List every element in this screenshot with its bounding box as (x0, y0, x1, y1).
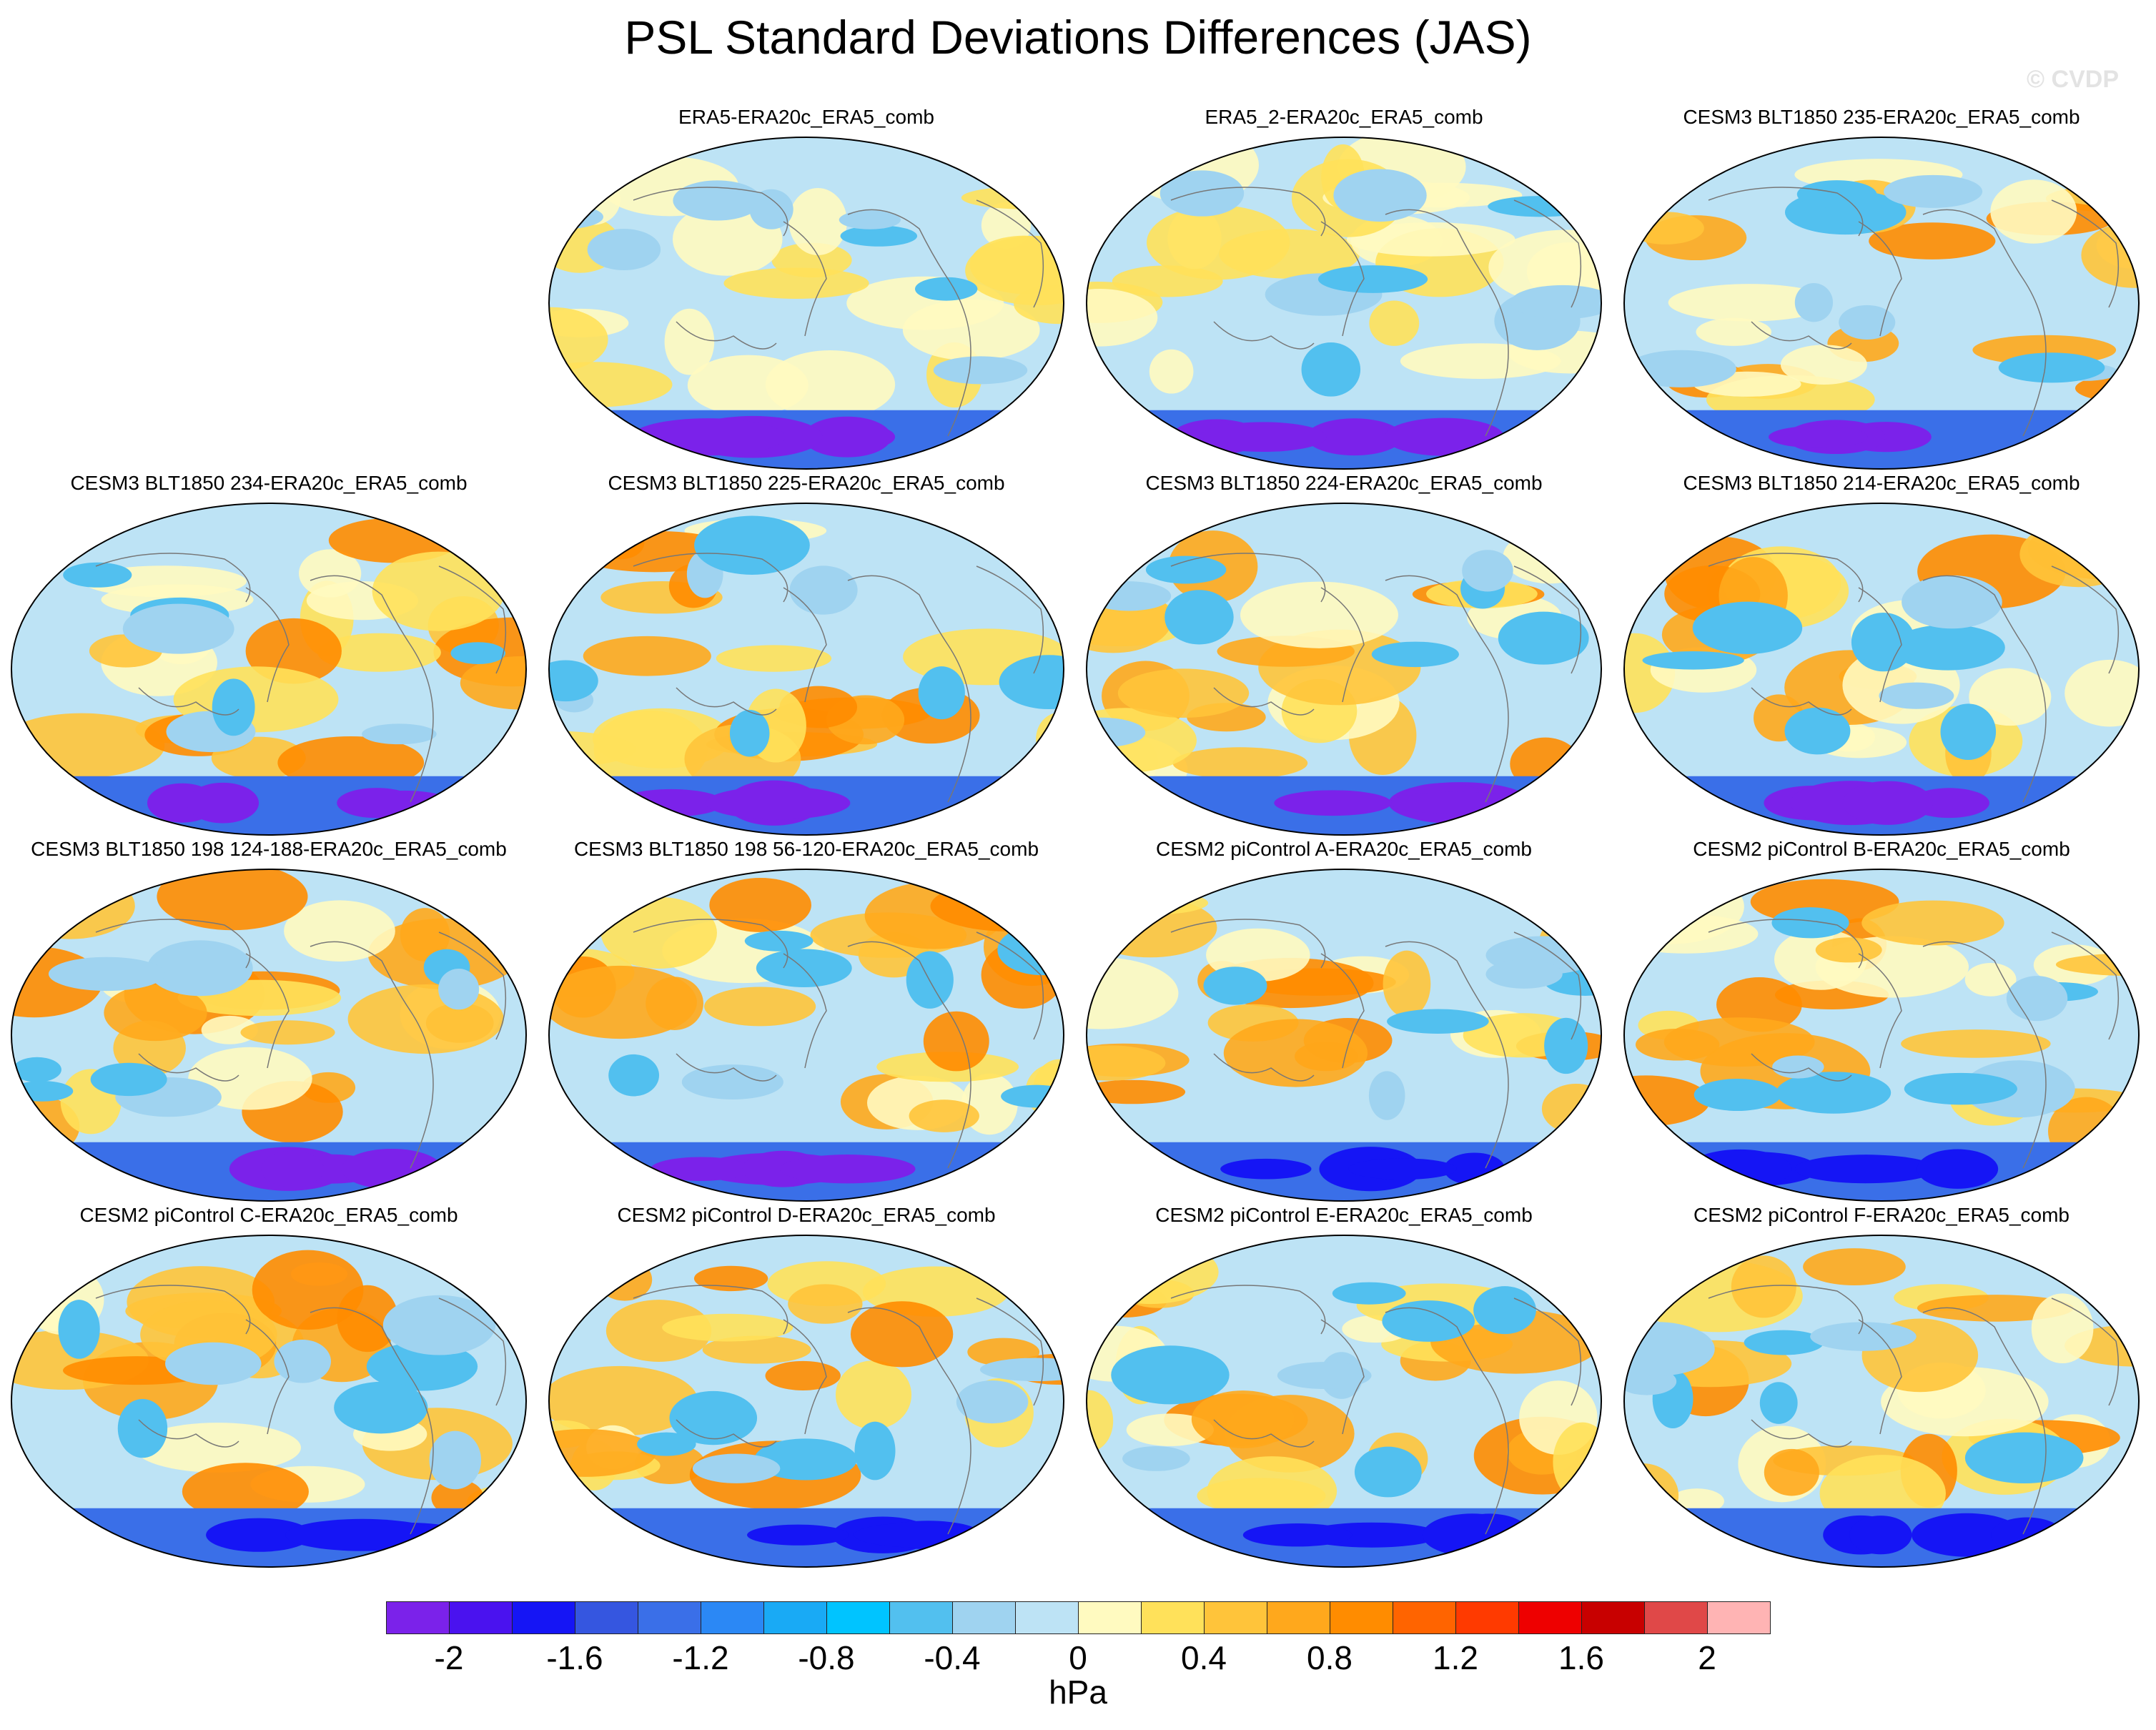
colorbar-swatch (763, 1601, 827, 1634)
colorbar-swatch (638, 1601, 701, 1634)
colorbar (386, 1601, 1771, 1636)
panel-title: ERA5-ERA20c_ERA5_comb (678, 106, 934, 128)
world-map (1086, 503, 1602, 836)
map-panel: CESM2 piControl F-ERA20c_ERA5_comb (1613, 1204, 2150, 1568)
colorbar-swatch (1707, 1601, 1771, 1634)
panel-title: CESM3 BLT1850 235-ERA20c_ERA5_comb (1683, 106, 2080, 128)
panel-title: CESM2 piControl B-ERA20c_ERA5_comb (1693, 838, 2070, 860)
world-map (548, 1235, 1064, 1568)
world-map (1623, 137, 2140, 470)
colorbar-swatch (1644, 1601, 1708, 1634)
colorbar-swatch (1078, 1601, 1142, 1634)
world-map (1086, 869, 1602, 1202)
panel-title: CESM2 piControl D-ERA20c_ERA5_comb (617, 1204, 996, 1226)
map-panel: CESM2 piControl B-ERA20c_ERA5_comb (1613, 838, 2150, 1202)
panel-title: CESM2 piControl F-ERA20c_ERA5_comb (1693, 1204, 2070, 1226)
panel-title: CESM3 BLT1850 214-ERA20c_ERA5_comb (1683, 472, 2080, 494)
colorbar-swatch (1204, 1601, 1267, 1634)
map-panel: CESM3 BLT1850 235-ERA20c_ERA5_comb (1613, 106, 2150, 470)
colorbar-tick-label: 0.4 (1181, 1639, 1227, 1676)
world-map (1623, 1235, 2140, 1568)
panel-title: ERA5_2-ERA20c_ERA5_comb (1205, 106, 1483, 128)
map-panel: CESM3 BLT1850 198 56-120-ERA20c_ERA5_com… (538, 838, 1075, 1202)
world-map (11, 1235, 527, 1568)
colorbar-tick-label: 2 (1698, 1639, 1716, 1676)
colorbar-swatch (1518, 1601, 1582, 1634)
colorbar-swatch (952, 1601, 1016, 1634)
world-map (1623, 869, 2140, 1202)
colorbar-swatch (512, 1601, 575, 1634)
colorbar-units: hPa (1049, 1674, 1107, 1711)
colorbar-tick-label: -1.2 (672, 1639, 729, 1676)
colorbar-swatch (1330, 1601, 1393, 1634)
map-panel: CESM3 BLT1850 214-ERA20c_ERA5_comb (1613, 472, 2150, 836)
colorbar-swatch (449, 1601, 513, 1634)
colorbar-tick-label: -0.4 (924, 1639, 981, 1676)
map-panel: CESM3 BLT1850 224-ERA20c_ERA5_comb (1075, 472, 1613, 836)
colorbar-tick-label: -0.8 (798, 1639, 855, 1676)
panel-title: CESM2 piControl A-ERA20c_ERA5_comb (1155, 838, 1532, 860)
world-map (1086, 137, 1602, 470)
cvdp-watermark: © CVDP (2027, 66, 2119, 93)
map-panel: CESM3 BLT1850 198 124-188-ERA20c_ERA5_co… (0, 838, 538, 1202)
colorbar-tick-label: -1.6 (546, 1639, 603, 1676)
world-map (548, 869, 1064, 1202)
map-panel: CESM3 BLT1850 225-ERA20c_ERA5_comb (538, 472, 1075, 836)
world-map (11, 869, 527, 1202)
colorbar-swatch (386, 1601, 450, 1634)
colorbar-swatch (1015, 1601, 1079, 1634)
colorbar-swatch (826, 1601, 890, 1634)
colorbar-swatch (575, 1601, 638, 1634)
colorbar-swatch (1455, 1601, 1519, 1634)
map-panel: CESM2 piControl D-ERA20c_ERA5_comb (538, 1204, 1075, 1568)
panel-title: CESM2 piControl C-ERA20c_ERA5_comb (79, 1204, 458, 1226)
map-panel: CESM2 piControl E-ERA20c_ERA5_comb (1075, 1204, 1613, 1568)
colorbar-swatch (701, 1601, 764, 1634)
map-panel: ERA5-ERA20c_ERA5_comb (538, 106, 1075, 470)
panel-title: CESM2 piControl E-ERA20c_ERA5_comb (1155, 1204, 1533, 1226)
panel-title: CESM3 BLT1850 224-ERA20c_ERA5_comb (1145, 472, 1543, 494)
world-map (1623, 503, 2140, 836)
colorbar-tick-label: 0 (1069, 1639, 1087, 1676)
colorbar-swatch (1581, 1601, 1645, 1634)
colorbar-swatch (1393, 1601, 1456, 1634)
figure-title: PSL Standard Deviations Differences (JAS… (624, 11, 1532, 64)
map-panel: CESM3 BLT1850 234-ERA20c_ERA5_comb (0, 472, 538, 836)
map-panel: ERA5_2-ERA20c_ERA5_comb (1075, 106, 1613, 470)
map-panel: CESM2 piControl C-ERA20c_ERA5_comb (0, 1204, 538, 1568)
colorbar-tick-label: 1.2 (1433, 1639, 1478, 1676)
panel-title: CESM3 BLT1850 225-ERA20c_ERA5_comb (608, 472, 1005, 494)
colorbar-tick-label: 1.6 (1558, 1639, 1604, 1676)
world-map (1086, 1235, 1602, 1568)
world-map (548, 137, 1064, 470)
panel-title: CESM3 BLT1850 198 56-120-ERA20c_ERA5_com… (573, 838, 1039, 860)
panel-title: CESM3 BLT1850 198 124-188-ERA20c_ERA5_co… (31, 838, 507, 860)
world-map (548, 503, 1064, 836)
colorbar-tick-label: -2 (434, 1639, 464, 1676)
colorbar-swatch (1267, 1601, 1330, 1634)
panel-title: CESM3 BLT1850 234-ERA20c_ERA5_comb (70, 472, 468, 494)
map-panel: CESM2 piControl A-ERA20c_ERA5_comb (1075, 838, 1613, 1202)
colorbar-tick-label: 0.8 (1307, 1639, 1353, 1676)
colorbar-swatch (1141, 1601, 1205, 1634)
world-map (11, 503, 527, 836)
colorbar-swatch (889, 1601, 953, 1634)
